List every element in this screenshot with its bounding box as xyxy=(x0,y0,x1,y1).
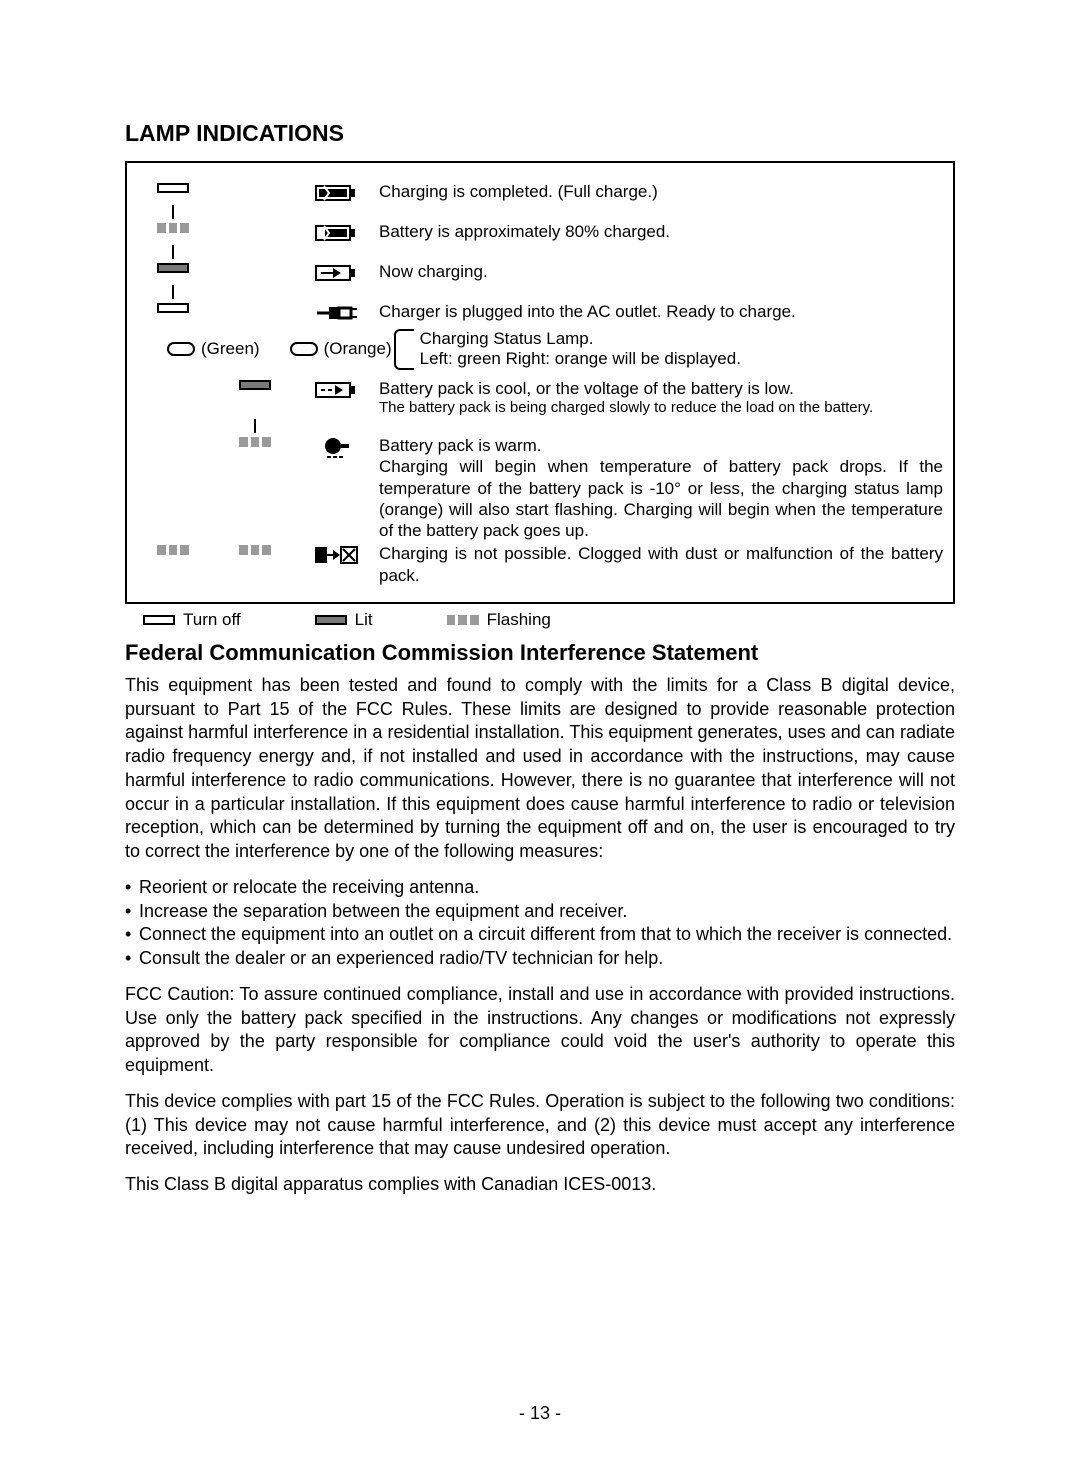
lamp-off-icon xyxy=(143,615,175,625)
bullet-item: Increase the separation between the equi… xyxy=(125,900,955,924)
battery-warm-icon xyxy=(315,437,359,461)
row2-line2: The battery pack is being charged slowly… xyxy=(379,399,943,417)
fcc-title: Federal Communication Commission Interfe… xyxy=(125,640,955,666)
page-number: - 13 - xyxy=(0,1403,1080,1424)
lamp-title: LAMP INDICATIONS xyxy=(125,120,955,147)
lamp-lit-icon xyxy=(315,615,347,625)
row2-line2: Charging will begin when temperature of … xyxy=(379,456,943,541)
bullet-item: Reorient or relocate the receiving anten… xyxy=(125,876,955,900)
legend: Turn off Lit Flashing xyxy=(143,610,955,630)
lamp-flash-icon xyxy=(157,545,189,555)
fcc-para3: This device complies with part 15 of the… xyxy=(125,1090,955,1161)
fcc-para2: FCC Caution: To assure continued complia… xyxy=(125,983,955,1078)
plug-icon xyxy=(315,303,359,323)
battery-error-icon xyxy=(315,545,359,565)
status-lamp-sub: Left: green Right: orange will be displa… xyxy=(420,349,741,369)
fcc-para1: This equipment has been tested and found… xyxy=(125,674,955,864)
lamp-off-icon xyxy=(157,303,189,313)
orange-pill-icon xyxy=(290,342,318,356)
row-desc: Charger is plugged into the AC outlet. R… xyxy=(373,301,943,322)
lamp-diagram: Charging is completed. (Full charge.) Ba… xyxy=(125,161,955,604)
green-label: (Green) xyxy=(201,339,260,359)
lamp-flash-icon xyxy=(239,437,271,447)
lamp-off-icon xyxy=(157,183,189,193)
fcc-bullets: Reorient or relocate the receiving anten… xyxy=(125,876,955,971)
fcc-para4: This Class B digital apparatus complies … xyxy=(125,1173,955,1197)
battery-cool-icon xyxy=(315,380,359,400)
row-desc: Now charging. xyxy=(373,261,943,282)
row-desc: Battery is approximately 80% charged. xyxy=(373,221,943,242)
battery-charging-icon xyxy=(315,263,359,283)
row2-line2: Charging is not possible. Clogged with d… xyxy=(373,543,943,586)
row-desc: Charging is completed. (Full charge.) xyxy=(373,181,943,202)
lamp-flash-icon xyxy=(239,545,271,555)
lamp-flash-icon xyxy=(447,615,479,625)
bullet-item: Consult the dealer or an experienced rad… xyxy=(125,947,955,971)
battery-80-icon xyxy=(315,223,359,243)
lamp-lit-icon xyxy=(157,263,189,273)
bullet-item: Connect the equipment into an outlet on … xyxy=(125,923,955,947)
lamp-lit-icon xyxy=(239,380,271,390)
status-lamp-title: Charging Status Lamp. xyxy=(420,329,741,349)
green-pill-icon xyxy=(167,342,195,356)
legend-off: Turn off xyxy=(183,610,241,630)
row2-line1: Battery pack is warm. xyxy=(379,435,943,456)
legend-lit: Lit xyxy=(355,610,373,630)
orange-label: (Orange) xyxy=(324,339,392,359)
battery-full-icon xyxy=(315,183,359,203)
legend-flash: Flashing xyxy=(487,610,551,630)
lamp-flash-icon xyxy=(157,223,189,233)
row2-line1: Battery pack is cool, or the voltage of … xyxy=(379,378,943,399)
